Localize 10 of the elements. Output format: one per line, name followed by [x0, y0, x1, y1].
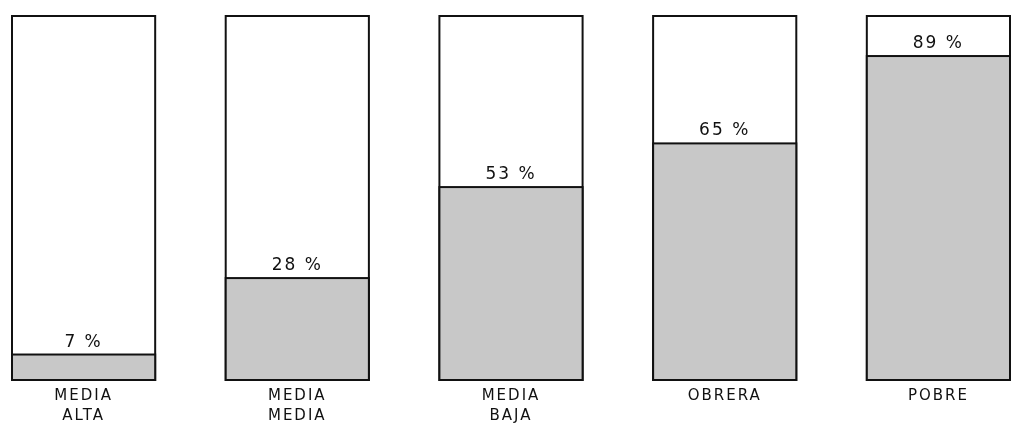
x-tick-label: MEDIA MEDIA — [267, 386, 327, 424]
data-label: 28 % — [271, 254, 323, 275]
x-tick-label: POBRE — [907, 386, 969, 404]
data-label: 7 % — [64, 330, 103, 351]
x-tick-label: MEDIA BAJA — [481, 386, 541, 424]
data-label: 65 % — [699, 119, 751, 140]
data-label: 89 % — [912, 32, 965, 53]
x-tick-label: MEDIA ALTA — [54, 386, 113, 424]
x-tick-label: OBRERA — [687, 386, 762, 404]
data-label: 53 % — [485, 163, 537, 184]
